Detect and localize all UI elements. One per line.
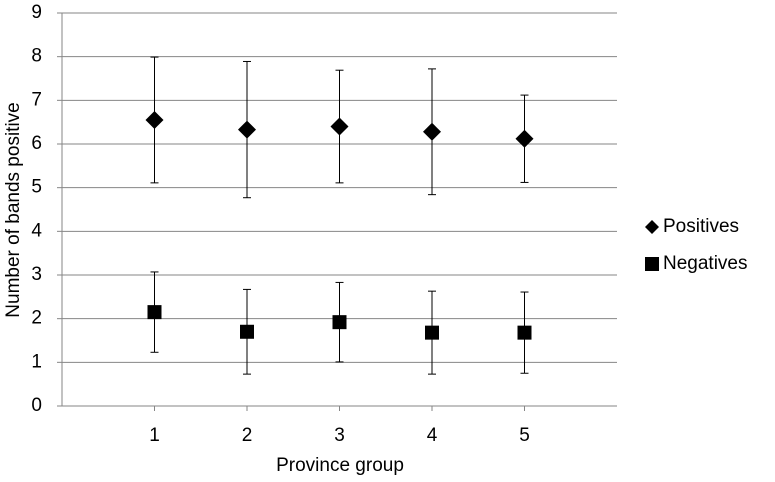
x-tick-label: 1 — [149, 425, 160, 446]
y-tick-label: 9 — [31, 2, 42, 23]
point — [423, 122, 441, 141]
point — [515, 129, 534, 148]
x-axis-label: Province group — [276, 455, 404, 476]
y-tick-label: 6 — [31, 133, 42, 154]
legend-marker — [645, 220, 659, 234]
point — [240, 324, 254, 339]
point — [332, 315, 347, 330]
legend-label: Negatives — [663, 253, 748, 274]
point — [330, 117, 349, 136]
y-tick-label: 2 — [31, 308, 42, 329]
x-tick-label: 3 — [334, 425, 345, 446]
x-tick-label: 5 — [519, 425, 530, 446]
x-tick-label: 4 — [427, 425, 438, 446]
point — [238, 120, 256, 139]
x-tick-label: 2 — [242, 425, 253, 446]
point — [425, 325, 439, 340]
point — [517, 325, 532, 340]
y-tick-label: 4 — [31, 220, 42, 241]
point — [145, 110, 164, 129]
y-tick-label: 3 — [31, 264, 42, 285]
y-tick-label: 8 — [31, 46, 42, 67]
y-tick-label: 1 — [31, 351, 42, 372]
y-tick-label: 0 — [31, 395, 42, 416]
y-axis-label: Number of bands positive — [3, 102, 24, 317]
point — [147, 305, 162, 320]
legend-label: Positives — [663, 216, 739, 237]
legend-marker — [645, 257, 659, 271]
y-tick-label: 5 — [31, 177, 42, 198]
y-tick-label: 7 — [31, 89, 42, 110]
